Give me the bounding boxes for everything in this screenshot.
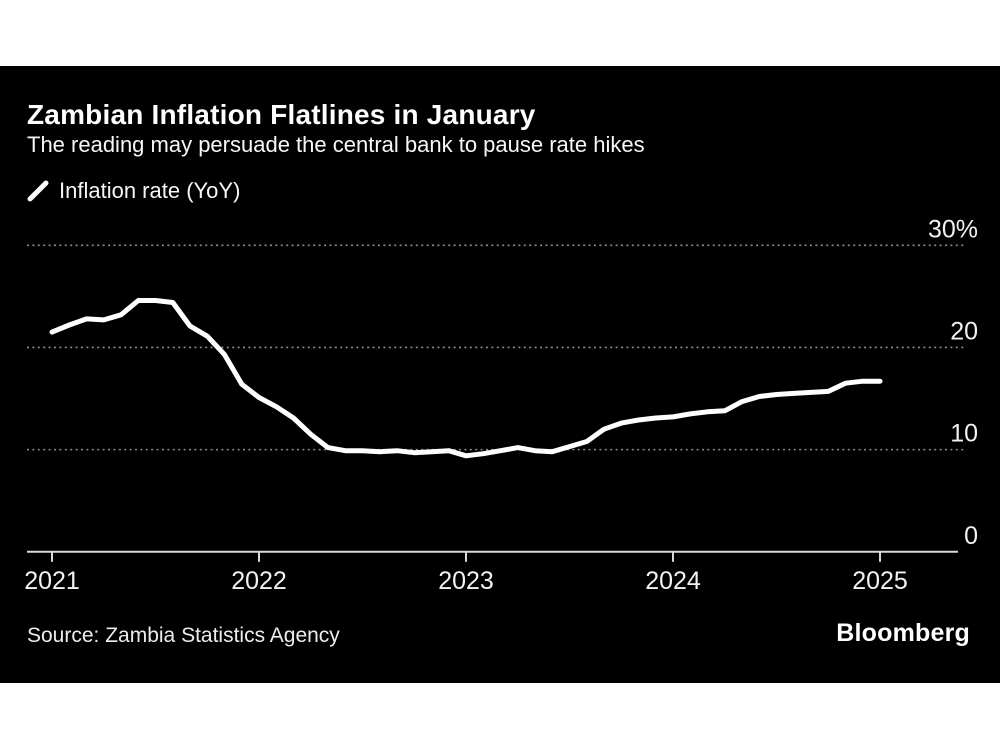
line-series-slash-icon [27,179,49,203]
legend-label: Inflation rate (YoY) [59,178,241,203]
source-credit: Source: Zambia Statistics Agency [27,624,340,647]
x-axis-label-2025: 2025 [852,567,908,595]
chart-title: Zambian Inflation Flatlines in January [27,99,536,130]
y-axis-label-20: 20 [950,317,978,345]
y-axis-label-0: 0 [964,522,978,550]
bloomberg-logo: Bloomberg [836,619,970,647]
inflation-line-chart: 30% 20 10 0 2021 2022 2023 2024 2025 [24,215,978,595]
x-axis-label-2022: 2022 [231,567,287,595]
chart-subtitle: The reading may persuade the central ban… [27,132,645,157]
inflation-rate-series-line [49,298,883,459]
x-axis-label-2023: 2023 [438,567,494,595]
x-axis-label-2024: 2024 [645,567,701,595]
bloomberg-chart-card: Zambian Inflation Flatlines in January T… [0,66,1000,683]
x-axis-label-2021: 2021 [24,567,80,595]
chart-legend: Inflation rate (YoY) [27,178,240,204]
y-axis-label-30: 30% [928,215,978,243]
y-axis-label-10: 10 [950,420,978,448]
